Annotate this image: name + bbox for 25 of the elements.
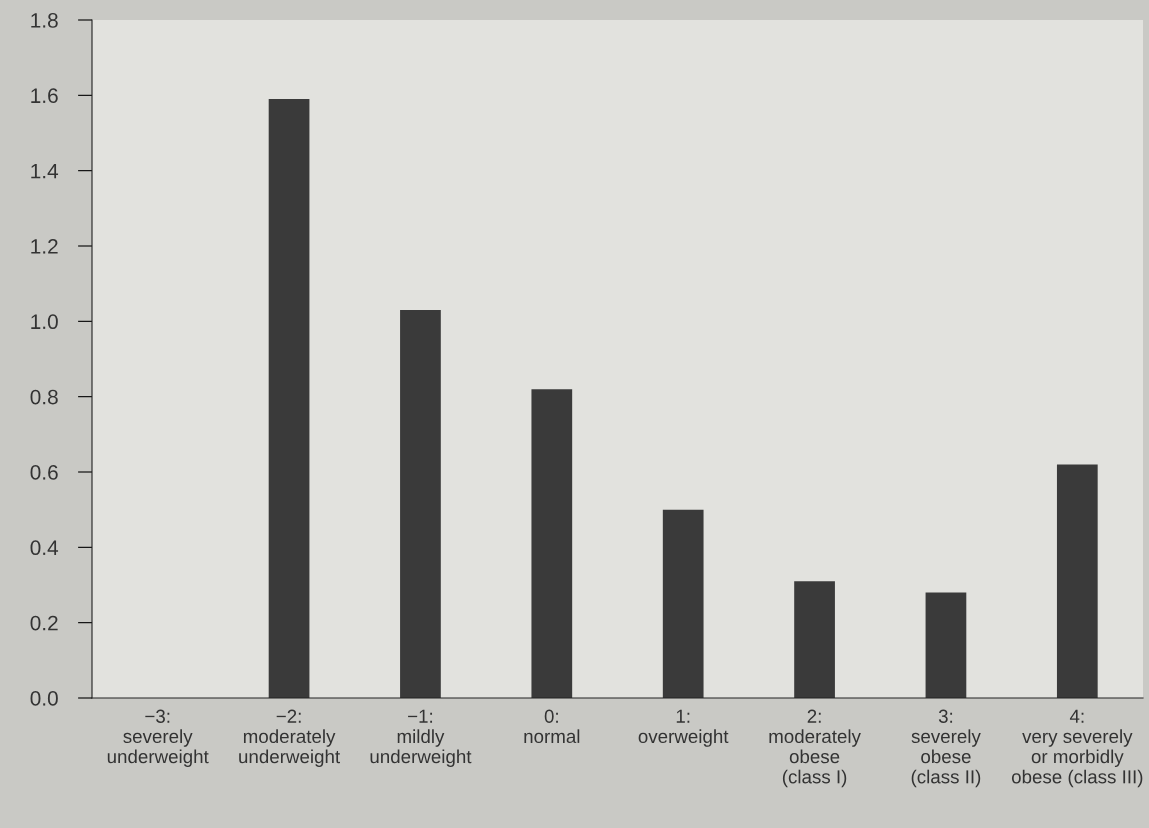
y-tick-label: 1.4	[31, 163, 59, 179]
y-tick-label: 1.8	[31, 13, 58, 28]
y-tick-label: 0.2	[30, 615, 58, 631]
x-tick-label: 1: overweight	[638, 709, 729, 747]
bar	[662, 509, 704, 698]
y-tick-label: 0.8	[30, 389, 58, 405]
bar	[268, 99, 310, 698]
x-tick-label: −1: mildly underweight	[370, 709, 472, 767]
y-tick-label: 1.2	[31, 239, 58, 254]
y-tick-label: 1.0	[31, 314, 58, 330]
x-tick-label: −2: moderately underweight	[239, 709, 341, 767]
bar	[531, 389, 573, 698]
x-tick-label: 0: normal	[524, 709, 580, 744]
bar	[400, 310, 441, 698]
y-tick-label: 0.4	[30, 540, 59, 556]
x-tick-label: 3: severely obese (class II)	[911, 709, 981, 788]
y-tick-label: 1.6	[31, 88, 58, 104]
x-tick-label: 2: moderately obese (class I)	[769, 709, 861, 788]
x-tick-label: −3: severely underweight	[107, 709, 209, 767]
x-tick-label: 4: very severely or morbidly obese (class III)	[1011, 709, 1143, 788]
bar	[794, 581, 835, 698]
y-tick-label: 0.0	[30, 691, 58, 706]
y-tick-label: 0.6	[30, 465, 58, 480]
bar	[1056, 464, 1098, 698]
bar	[925, 592, 967, 698]
